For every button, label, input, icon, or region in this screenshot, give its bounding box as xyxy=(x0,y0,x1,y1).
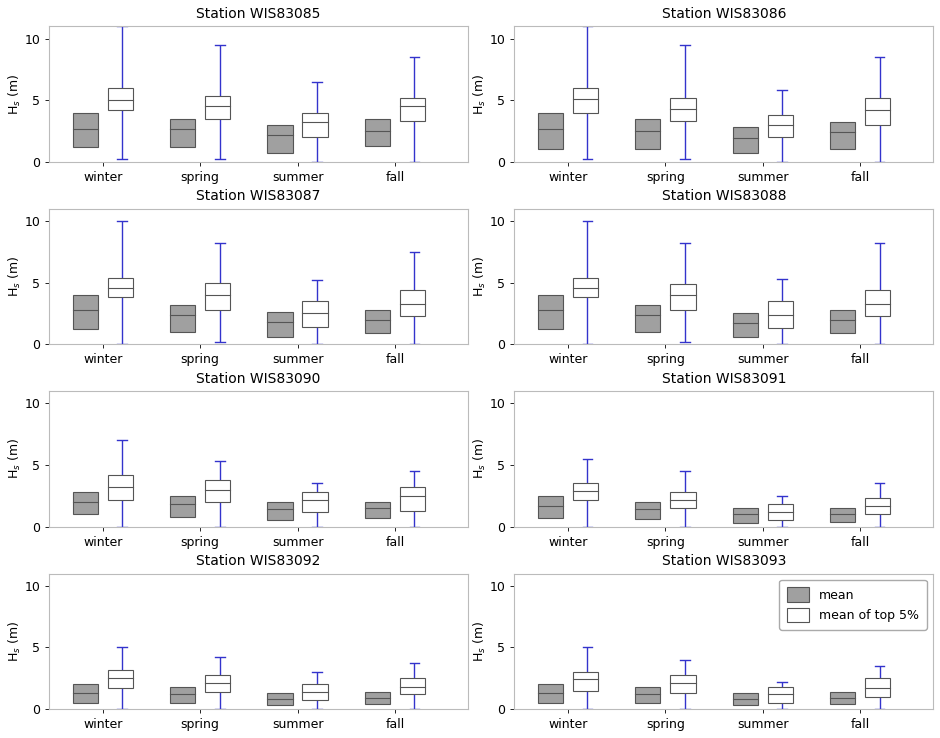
Title: Station WIS83086: Station WIS83086 xyxy=(662,7,786,21)
Bar xyxy=(205,97,230,119)
Title: Station WIS83087: Station WIS83087 xyxy=(196,190,321,204)
Bar xyxy=(72,684,98,703)
Bar xyxy=(572,277,598,297)
Title: Station WIS83091: Station WIS83091 xyxy=(662,372,786,386)
Bar xyxy=(635,502,661,520)
Bar xyxy=(267,693,292,706)
Title: Station WIS83092: Station WIS83092 xyxy=(196,554,321,568)
Bar xyxy=(72,492,98,514)
Title: Station WIS83090: Station WIS83090 xyxy=(196,372,321,386)
Y-axis label: H$_s$ (m): H$_s$ (m) xyxy=(472,256,488,297)
Bar xyxy=(670,97,696,121)
Y-axis label: H$_s$ (m): H$_s$ (m) xyxy=(7,621,24,662)
Bar xyxy=(732,314,758,337)
Bar xyxy=(572,672,598,691)
Bar xyxy=(865,678,890,697)
Bar xyxy=(267,502,292,520)
Bar xyxy=(108,669,133,688)
Bar xyxy=(572,483,598,500)
Bar xyxy=(170,305,196,332)
Bar xyxy=(267,312,292,337)
Bar xyxy=(670,492,696,508)
Legend: mean, mean of top 5%: mean, mean of top 5% xyxy=(779,580,927,630)
Bar xyxy=(732,693,758,706)
Bar xyxy=(538,684,563,703)
Bar xyxy=(205,675,230,692)
Y-axis label: H$_s$ (m): H$_s$ (m) xyxy=(472,438,488,480)
Bar xyxy=(365,310,390,333)
Bar xyxy=(830,123,855,150)
Bar xyxy=(865,97,890,125)
Bar xyxy=(538,496,563,518)
Title: Station WIS83088: Station WIS83088 xyxy=(662,190,786,204)
Bar xyxy=(365,502,390,518)
Bar xyxy=(635,305,661,332)
Bar xyxy=(205,283,230,310)
Bar xyxy=(170,687,196,703)
Bar xyxy=(768,505,792,520)
Bar xyxy=(732,127,758,154)
Bar xyxy=(303,301,328,327)
Bar xyxy=(670,284,696,310)
Y-axis label: H$_s$ (m): H$_s$ (m) xyxy=(7,256,24,297)
Bar xyxy=(267,125,292,154)
Y-axis label: H$_s$ (m): H$_s$ (m) xyxy=(472,621,488,662)
Bar xyxy=(635,119,661,150)
Bar xyxy=(108,475,133,500)
Bar xyxy=(108,277,133,297)
Bar xyxy=(830,508,855,522)
Bar xyxy=(365,692,390,704)
Bar xyxy=(768,115,792,137)
Bar xyxy=(303,492,328,512)
Bar xyxy=(72,112,98,147)
Bar xyxy=(865,290,890,316)
Y-axis label: H$_s$ (m): H$_s$ (m) xyxy=(472,73,488,114)
Bar xyxy=(303,112,328,137)
Title: Station WIS83085: Station WIS83085 xyxy=(196,7,321,21)
Bar xyxy=(400,487,425,511)
Bar xyxy=(108,88,133,110)
Bar xyxy=(400,290,425,316)
Bar xyxy=(670,675,696,693)
Bar xyxy=(538,295,563,329)
Y-axis label: H$_s$ (m): H$_s$ (m) xyxy=(7,438,24,480)
Y-axis label: H$_s$ (m): H$_s$ (m) xyxy=(7,73,24,114)
Bar xyxy=(400,678,425,694)
Bar xyxy=(572,88,598,112)
Bar xyxy=(365,119,390,146)
Bar xyxy=(170,496,196,517)
Bar xyxy=(732,508,758,523)
Bar xyxy=(830,310,855,333)
Bar xyxy=(865,498,890,514)
Bar xyxy=(538,112,563,150)
Title: Station WIS83093: Station WIS83093 xyxy=(662,554,786,568)
Bar xyxy=(205,480,230,502)
Bar xyxy=(768,687,792,703)
Bar xyxy=(170,119,196,147)
Bar xyxy=(768,301,792,328)
Bar xyxy=(303,684,328,700)
Bar xyxy=(400,97,425,121)
Bar xyxy=(72,295,98,329)
Bar xyxy=(830,692,855,704)
Bar xyxy=(635,687,661,703)
